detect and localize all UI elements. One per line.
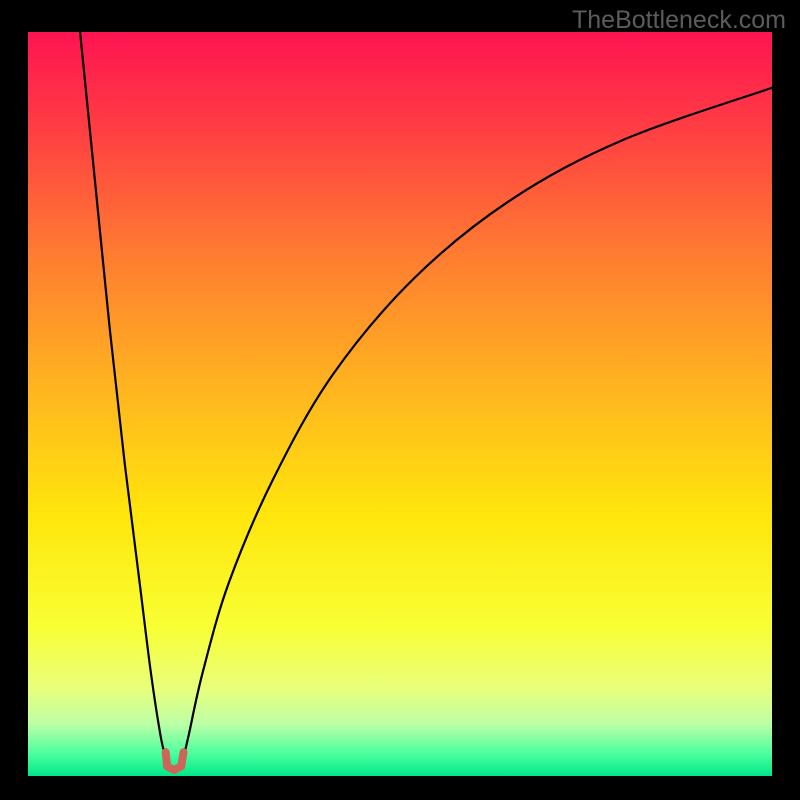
- plot-background: [28, 32, 772, 776]
- chart-container: TheBottleneck.com: [0, 0, 800, 800]
- watermark-text: TheBottleneck.com: [572, 6, 786, 35]
- bottleneck-chart: [0, 0, 800, 800]
